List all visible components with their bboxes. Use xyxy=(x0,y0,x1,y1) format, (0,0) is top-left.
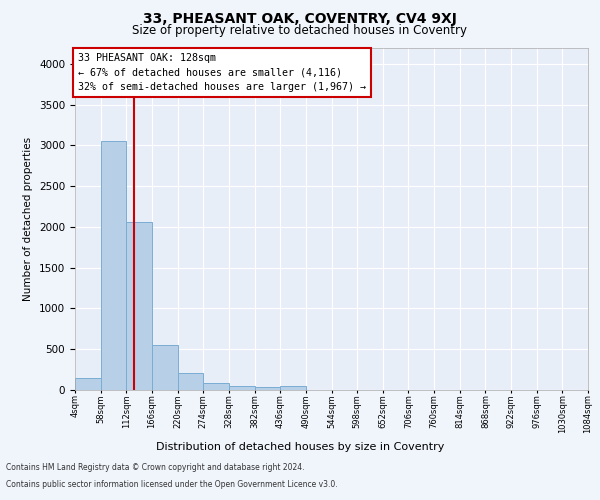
Y-axis label: Number of detached properties: Number of detached properties xyxy=(23,136,34,301)
Bar xyxy=(75,378,101,390)
Text: Contains public sector information licensed under the Open Government Licence v3: Contains public sector information licen… xyxy=(6,480,338,489)
Text: Distribution of detached houses by size in Coventry: Distribution of detached houses by size … xyxy=(156,442,444,452)
Bar xyxy=(152,344,178,390)
Text: 33 PHEASANT OAK: 128sqm
← 67% of detached houses are smaller (4,116)
32% of semi: 33 PHEASANT OAK: 128sqm ← 67% of detache… xyxy=(77,52,365,92)
Text: Contains HM Land Registry data © Crown copyright and database right 2024.: Contains HM Land Registry data © Crown c… xyxy=(6,464,305,472)
Bar xyxy=(203,384,229,390)
Bar xyxy=(101,141,127,390)
Text: 33, PHEASANT OAK, COVENTRY, CV4 9XJ: 33, PHEASANT OAK, COVENTRY, CV4 9XJ xyxy=(143,12,457,26)
Bar xyxy=(254,387,280,390)
Bar xyxy=(127,222,152,390)
Bar xyxy=(178,374,203,390)
Text: Size of property relative to detached houses in Coventry: Size of property relative to detached ho… xyxy=(133,24,467,37)
Bar xyxy=(280,386,306,390)
Bar xyxy=(229,386,254,390)
